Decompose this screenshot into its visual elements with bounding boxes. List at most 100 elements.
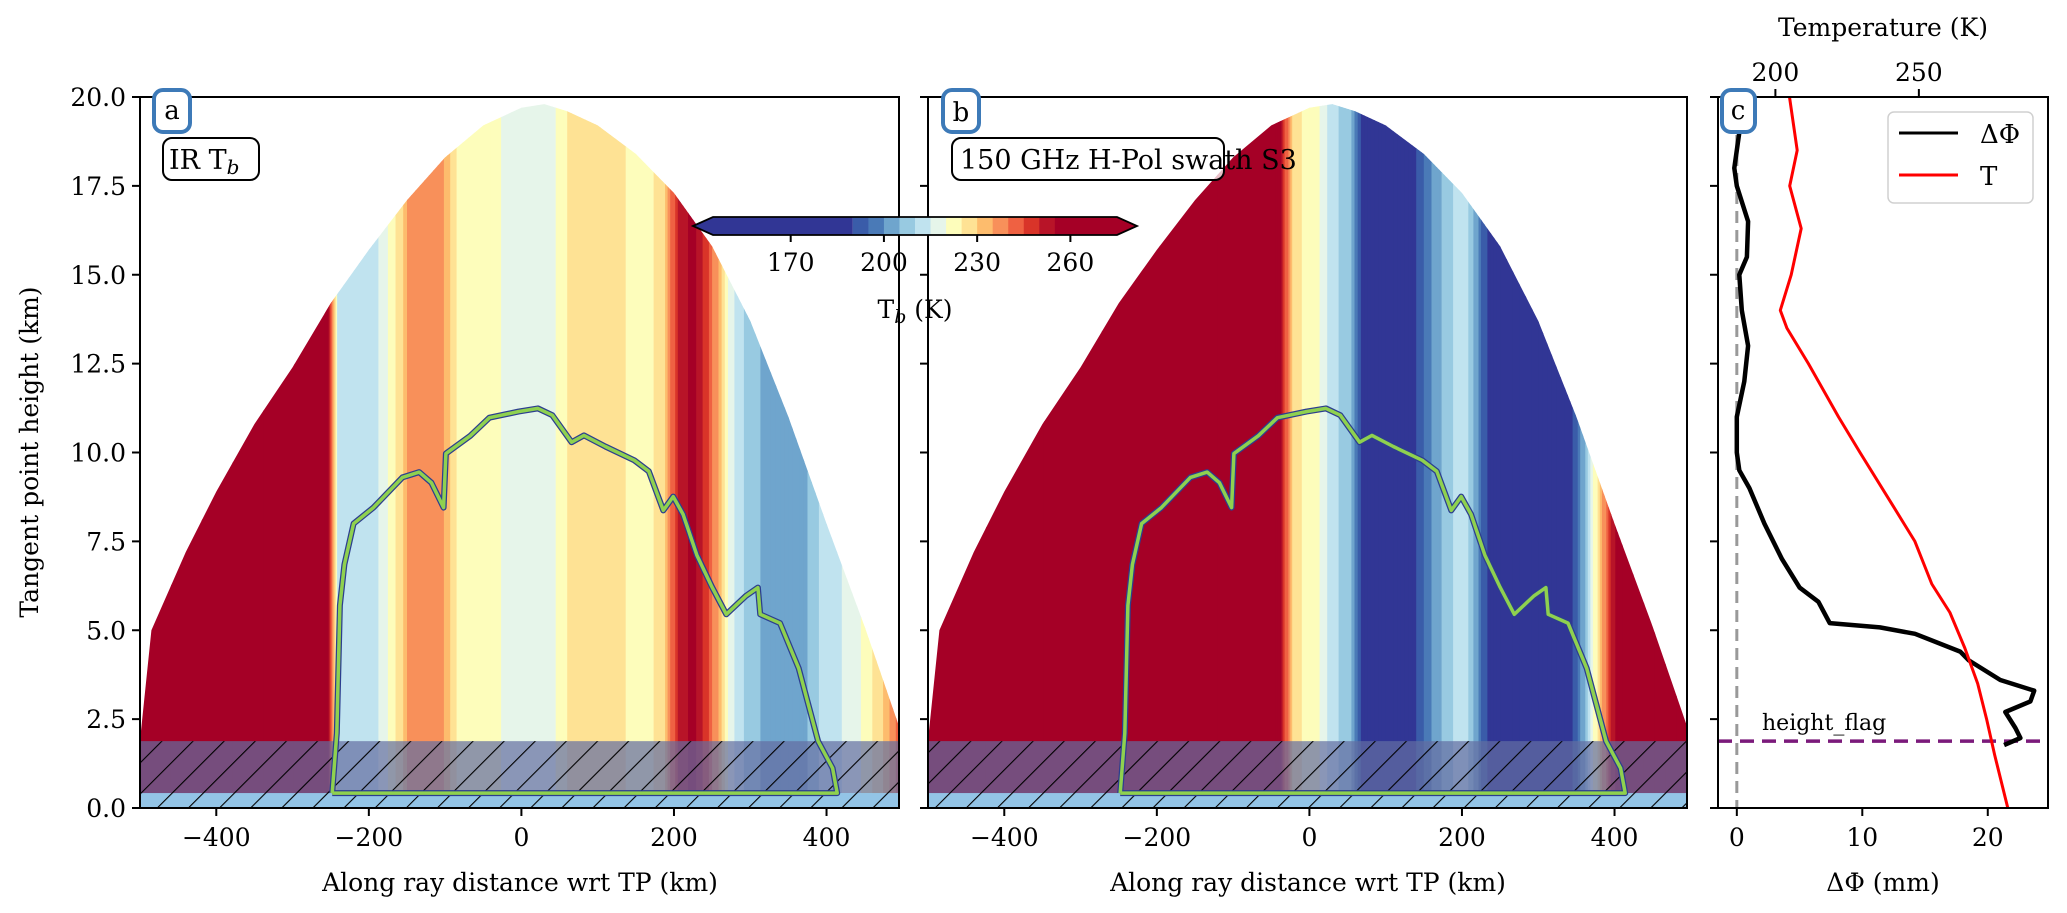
tb-cell xyxy=(1654,104,1667,808)
tb-cell xyxy=(667,104,671,808)
colorbar-segment xyxy=(1039,217,1056,235)
tb-cell xyxy=(693,104,697,808)
tb-cell xyxy=(610,104,617,808)
tb-cell xyxy=(1585,104,1589,808)
tb-cell xyxy=(338,104,345,808)
tb-cell xyxy=(511,104,518,808)
tb-cell xyxy=(1439,104,1443,808)
tb-cell xyxy=(263,104,295,808)
tb-cell xyxy=(433,104,439,808)
tb-cell xyxy=(796,104,801,808)
colorbar-label: Tb (K) xyxy=(878,295,953,328)
tb-cell xyxy=(788,104,793,808)
x-tick-label: 0 xyxy=(1301,823,1317,852)
tb-cell xyxy=(1542,104,1548,808)
tb-cell xyxy=(1357,104,1362,808)
tb-cell xyxy=(1473,104,1477,808)
tb-field-stripes-a xyxy=(140,104,899,808)
tb-cell xyxy=(699,104,704,808)
panel-letter-c: c xyxy=(1731,96,1746,126)
tb-cell xyxy=(1423,104,1428,808)
tb-cell xyxy=(337,104,340,808)
tb-cell xyxy=(750,104,757,808)
tb-cell xyxy=(521,104,528,808)
tb-cell xyxy=(1294,104,1299,808)
x-tick-label: 200 xyxy=(650,823,698,852)
y-tick-label: 2.5 xyxy=(86,705,126,734)
tb-cell xyxy=(1309,104,1314,808)
x-axis-title-a: Along ray distance wrt TP (km) xyxy=(321,868,718,897)
tb-cell xyxy=(293,104,326,808)
tb-cell xyxy=(1381,104,1387,808)
tb-cell xyxy=(453,104,458,808)
tb-cell xyxy=(1575,104,1579,808)
tb-field-a xyxy=(140,104,899,808)
tb-cell xyxy=(1397,104,1402,808)
x-axis-c-top: 200 250 xyxy=(1752,58,1943,97)
tb-cell xyxy=(1556,104,1562,808)
tb-cell xyxy=(792,104,797,808)
panel-title-b-text: 150 GHz H-Pol swath S3 xyxy=(960,145,1297,176)
tb-cell xyxy=(721,104,726,808)
tb-cell xyxy=(330,104,333,808)
tb-cell xyxy=(653,104,659,808)
tb-cell xyxy=(1278,104,1281,808)
colorbar-segment xyxy=(1023,217,1040,235)
tb-cell xyxy=(1329,104,1333,808)
tb-cell xyxy=(1493,104,1498,808)
tb-cell xyxy=(770,104,777,808)
tb-cell xyxy=(1286,104,1290,808)
tb-cell xyxy=(1284,104,1288,808)
tb-cell xyxy=(836,104,843,808)
tb-cell xyxy=(685,104,689,808)
tb-cell xyxy=(332,104,335,808)
tb-cell xyxy=(605,104,612,808)
tb-cell xyxy=(541,104,548,808)
tb-cell xyxy=(1441,104,1445,808)
tb-cell xyxy=(1587,104,1592,808)
tb-cell xyxy=(395,104,401,808)
colorbar-extend-max xyxy=(1054,217,1137,235)
tb-cell xyxy=(702,104,707,808)
colorbar-tick-label: 230 xyxy=(953,248,1001,277)
tb-cell xyxy=(479,104,486,808)
tb-cell xyxy=(328,104,331,808)
profile-lines xyxy=(1718,97,2048,808)
tb-cell xyxy=(353,104,360,808)
tb-cell xyxy=(1560,104,1566,808)
tb-cell xyxy=(333,104,336,808)
tb-cell xyxy=(456,104,464,808)
colorbar-segment xyxy=(930,217,947,235)
tb-cell xyxy=(1275,104,1278,808)
tb-cell xyxy=(516,104,523,808)
tb-cell xyxy=(760,104,767,808)
tb-cell xyxy=(403,104,408,808)
colorbar-ticks: 170 200 230 260 xyxy=(767,235,1094,277)
x-top-tick-label: 250 xyxy=(1895,58,1943,87)
colorbar-segment xyxy=(961,217,978,235)
tb-cell xyxy=(437,104,442,808)
cloud-contour-b xyxy=(1117,405,1629,797)
tb-cell xyxy=(424,104,430,808)
colorbar-segments xyxy=(693,217,1137,235)
svg-text:IR Tb: IR Tb xyxy=(169,145,239,179)
cloud-contour-a xyxy=(329,405,841,797)
panel-letter-b: b xyxy=(953,98,970,128)
tb-cell xyxy=(775,104,782,808)
tb-cell xyxy=(1298,104,1303,808)
tb-cell xyxy=(670,104,674,808)
tb-cell xyxy=(415,104,421,808)
tb-cell xyxy=(1280,104,1283,808)
tb-cell xyxy=(658,104,664,808)
tb-cell xyxy=(1465,104,1470,808)
panel-title-a-main: IR T xyxy=(169,145,227,176)
tb-cell xyxy=(1351,104,1356,808)
cloud-contour-inner xyxy=(330,406,839,795)
tb-cell xyxy=(428,104,434,808)
colorbar-outline xyxy=(690,216,1140,236)
tb-cell xyxy=(1462,104,1467,808)
tb-cell xyxy=(1436,104,1440,808)
tb-cell xyxy=(1385,104,1391,808)
tb-cell xyxy=(1360,104,1365,808)
